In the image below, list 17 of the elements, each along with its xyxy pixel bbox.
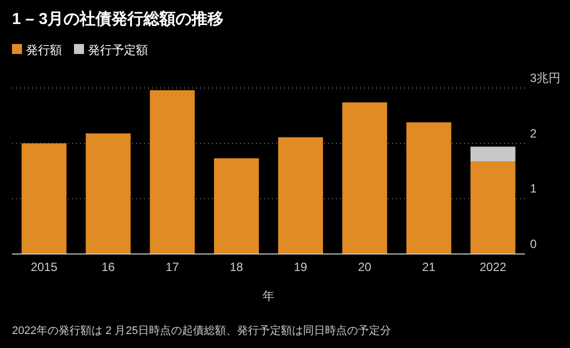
y-tick-label: 3兆円 bbox=[530, 71, 561, 85]
x-tick-label: 21 bbox=[422, 260, 436, 274]
legend-label: 発行額 bbox=[26, 43, 62, 57]
y-tick-label: 2 bbox=[530, 126, 537, 140]
x-tick-label: 16 bbox=[102, 260, 116, 274]
x-tick-label: 18 bbox=[230, 260, 244, 274]
x-tick-label: 2015 bbox=[30, 260, 58, 274]
y-tick-label: 0 bbox=[530, 237, 537, 251]
y-tick-label: 1 bbox=[530, 182, 537, 196]
text: 2022年の発行額は 2 月25日時点の起債総額、発行予定額は同日時点の予定分 bbox=[12, 324, 391, 337]
x-tick-label: 19 bbox=[294, 260, 308, 274]
chart-title: 1 – 3月の社債発行総額の推移 bbox=[12, 10, 224, 28]
x-tick-label: 17 bbox=[166, 260, 180, 274]
x-axis-title: 年 bbox=[262, 289, 274, 303]
x-tick-label: 2022 bbox=[480, 260, 507, 274]
x-tick-label: 20 bbox=[358, 260, 372, 274]
legend-label: 発行予定額 bbox=[88, 43, 148, 57]
